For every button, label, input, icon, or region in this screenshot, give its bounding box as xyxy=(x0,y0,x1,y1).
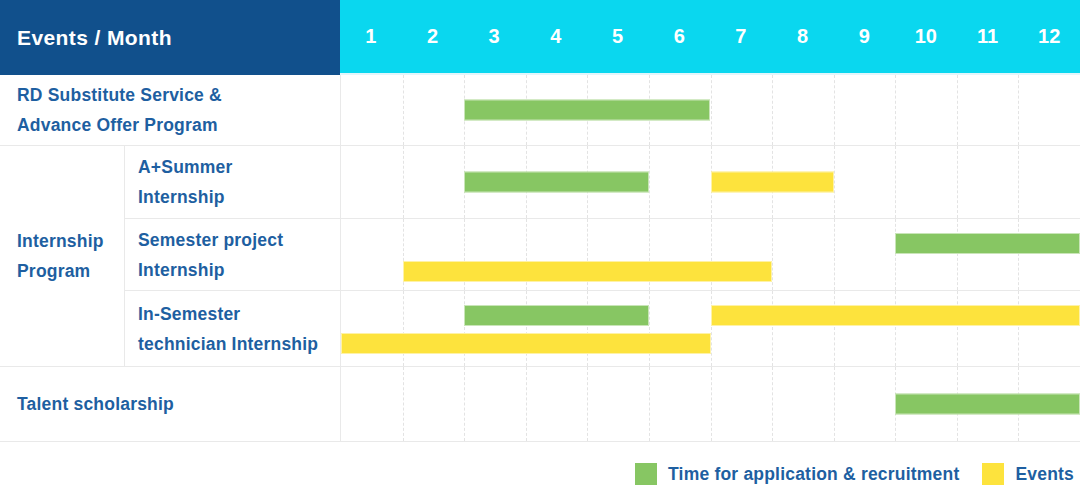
month-gridline xyxy=(711,75,712,145)
month-label: 1 xyxy=(340,0,402,73)
month-label: 5 xyxy=(587,0,649,73)
month-gridline xyxy=(957,219,958,290)
month-gridline xyxy=(895,75,896,145)
month-label: 4 xyxy=(525,0,587,73)
month-gridline xyxy=(895,146,896,218)
month-gridline xyxy=(711,291,712,366)
row-label-line: A+Summer xyxy=(138,152,340,182)
legend-label-events: Events xyxy=(1015,464,1074,485)
gantt-bar-events xyxy=(341,333,711,354)
legend-swatch-yellow-icon xyxy=(982,463,1004,485)
gantt-bar-application xyxy=(464,100,710,121)
row-label-line: Internship xyxy=(138,182,340,212)
month-gridline xyxy=(895,291,896,366)
month-gridline xyxy=(834,75,835,145)
month-gridline xyxy=(403,367,404,441)
month-gridline xyxy=(957,75,958,145)
month-gridline xyxy=(834,367,835,441)
month-gridline xyxy=(772,75,773,145)
legend-label-application: Time for application & recruitment xyxy=(668,464,959,485)
legend-item-events: Events xyxy=(982,463,1074,485)
month-gridline xyxy=(587,367,588,441)
gantt-bar-application xyxy=(464,305,649,326)
month-label: 7 xyxy=(710,0,772,73)
month-gridline xyxy=(1018,291,1019,366)
table-header-row: Events / Month 123456789101112 xyxy=(0,0,1080,75)
month-gridline xyxy=(895,219,896,290)
row-label-line: Semester project xyxy=(138,225,340,255)
month-gridline xyxy=(772,219,773,290)
chart-row-talent-scholarship xyxy=(340,367,1080,442)
month-gridline xyxy=(526,367,527,441)
row-label-line: RD Substitute Service & xyxy=(17,80,340,110)
legend-swatch-green-icon xyxy=(635,463,657,485)
row-label-line: technician Internship xyxy=(138,329,340,359)
group-label-line: Internship xyxy=(17,226,124,256)
month-gridline xyxy=(403,146,404,218)
row-label-line: Talent scholarship xyxy=(17,389,340,419)
legend-item-application: Time for application & recruitment xyxy=(635,463,959,485)
month-gridline xyxy=(957,291,958,366)
row-label-rd-substitute: RD Substitute Service & Advance Offer Pr… xyxy=(0,75,340,146)
month-gridline xyxy=(403,75,404,145)
month-gridline xyxy=(957,146,958,218)
month-label: 2 xyxy=(402,0,464,73)
month-gridline xyxy=(834,146,835,218)
month-label: 6 xyxy=(648,0,710,73)
gantt-bar-application xyxy=(895,394,1080,415)
row-label-semester-project-internship: Semester project Internship xyxy=(124,219,340,291)
month-label: 3 xyxy=(463,0,525,73)
month-gridline xyxy=(711,367,712,441)
gantt-bar-events xyxy=(711,172,834,193)
month-header-row: 123456789101112 xyxy=(340,0,1080,75)
month-gridline xyxy=(587,291,588,366)
month-gridline xyxy=(772,291,773,366)
table-body: RD Substitute Service & Advance Offer Pr… xyxy=(0,75,1080,442)
chart-row-rd-substitute xyxy=(340,75,1080,146)
gantt-bar-events xyxy=(711,305,1080,326)
month-gridline xyxy=(834,291,835,366)
gantt-bar-application xyxy=(464,172,649,193)
row-label-talent-scholarship: Talent scholarship xyxy=(0,367,340,442)
row-label-line: Advance Offer Program xyxy=(17,110,340,140)
month-gridline xyxy=(403,291,404,366)
month-label: 9 xyxy=(833,0,895,73)
month-gridline xyxy=(464,291,465,366)
month-label: 12 xyxy=(1018,0,1080,73)
month-label: 10 xyxy=(895,0,957,73)
gantt-bar-application xyxy=(895,233,1080,254)
month-label: 8 xyxy=(772,0,834,73)
chart-row-a-summer-internship xyxy=(340,146,1080,219)
month-gridline xyxy=(649,146,650,218)
month-gridline xyxy=(649,291,650,366)
gantt-bar-events xyxy=(403,261,773,282)
chart-row-semester-project-internship xyxy=(340,219,1080,291)
month-gridline xyxy=(1018,146,1019,218)
row-label-a-summer-internship: A+Summer Internship xyxy=(124,146,340,219)
month-label: 11 xyxy=(957,0,1019,73)
legend: Time for application & recruitment Event… xyxy=(0,442,1080,494)
month-gridline xyxy=(834,219,835,290)
row-label-in-semester-technician-internship: In-Semester technician Internship xyxy=(124,291,340,367)
month-gridline xyxy=(649,367,650,441)
gantt-schedule-table: Events / Month 123456789101112 RD Substi… xyxy=(0,0,1080,494)
month-gridline xyxy=(772,367,773,441)
month-gridline xyxy=(464,367,465,441)
row-label-line: In-Semester xyxy=(138,299,340,329)
group-label-internship-program: Internship Program xyxy=(0,146,124,367)
month-gridline xyxy=(526,291,527,366)
group-label-line: Program xyxy=(17,256,124,286)
month-gridline xyxy=(1018,75,1019,145)
row-label-line: Internship xyxy=(138,255,340,285)
events-month-header: Events / Month xyxy=(0,0,340,75)
chart-row-in-semester-technician-internship xyxy=(340,291,1080,367)
month-gridline xyxy=(1018,219,1019,290)
